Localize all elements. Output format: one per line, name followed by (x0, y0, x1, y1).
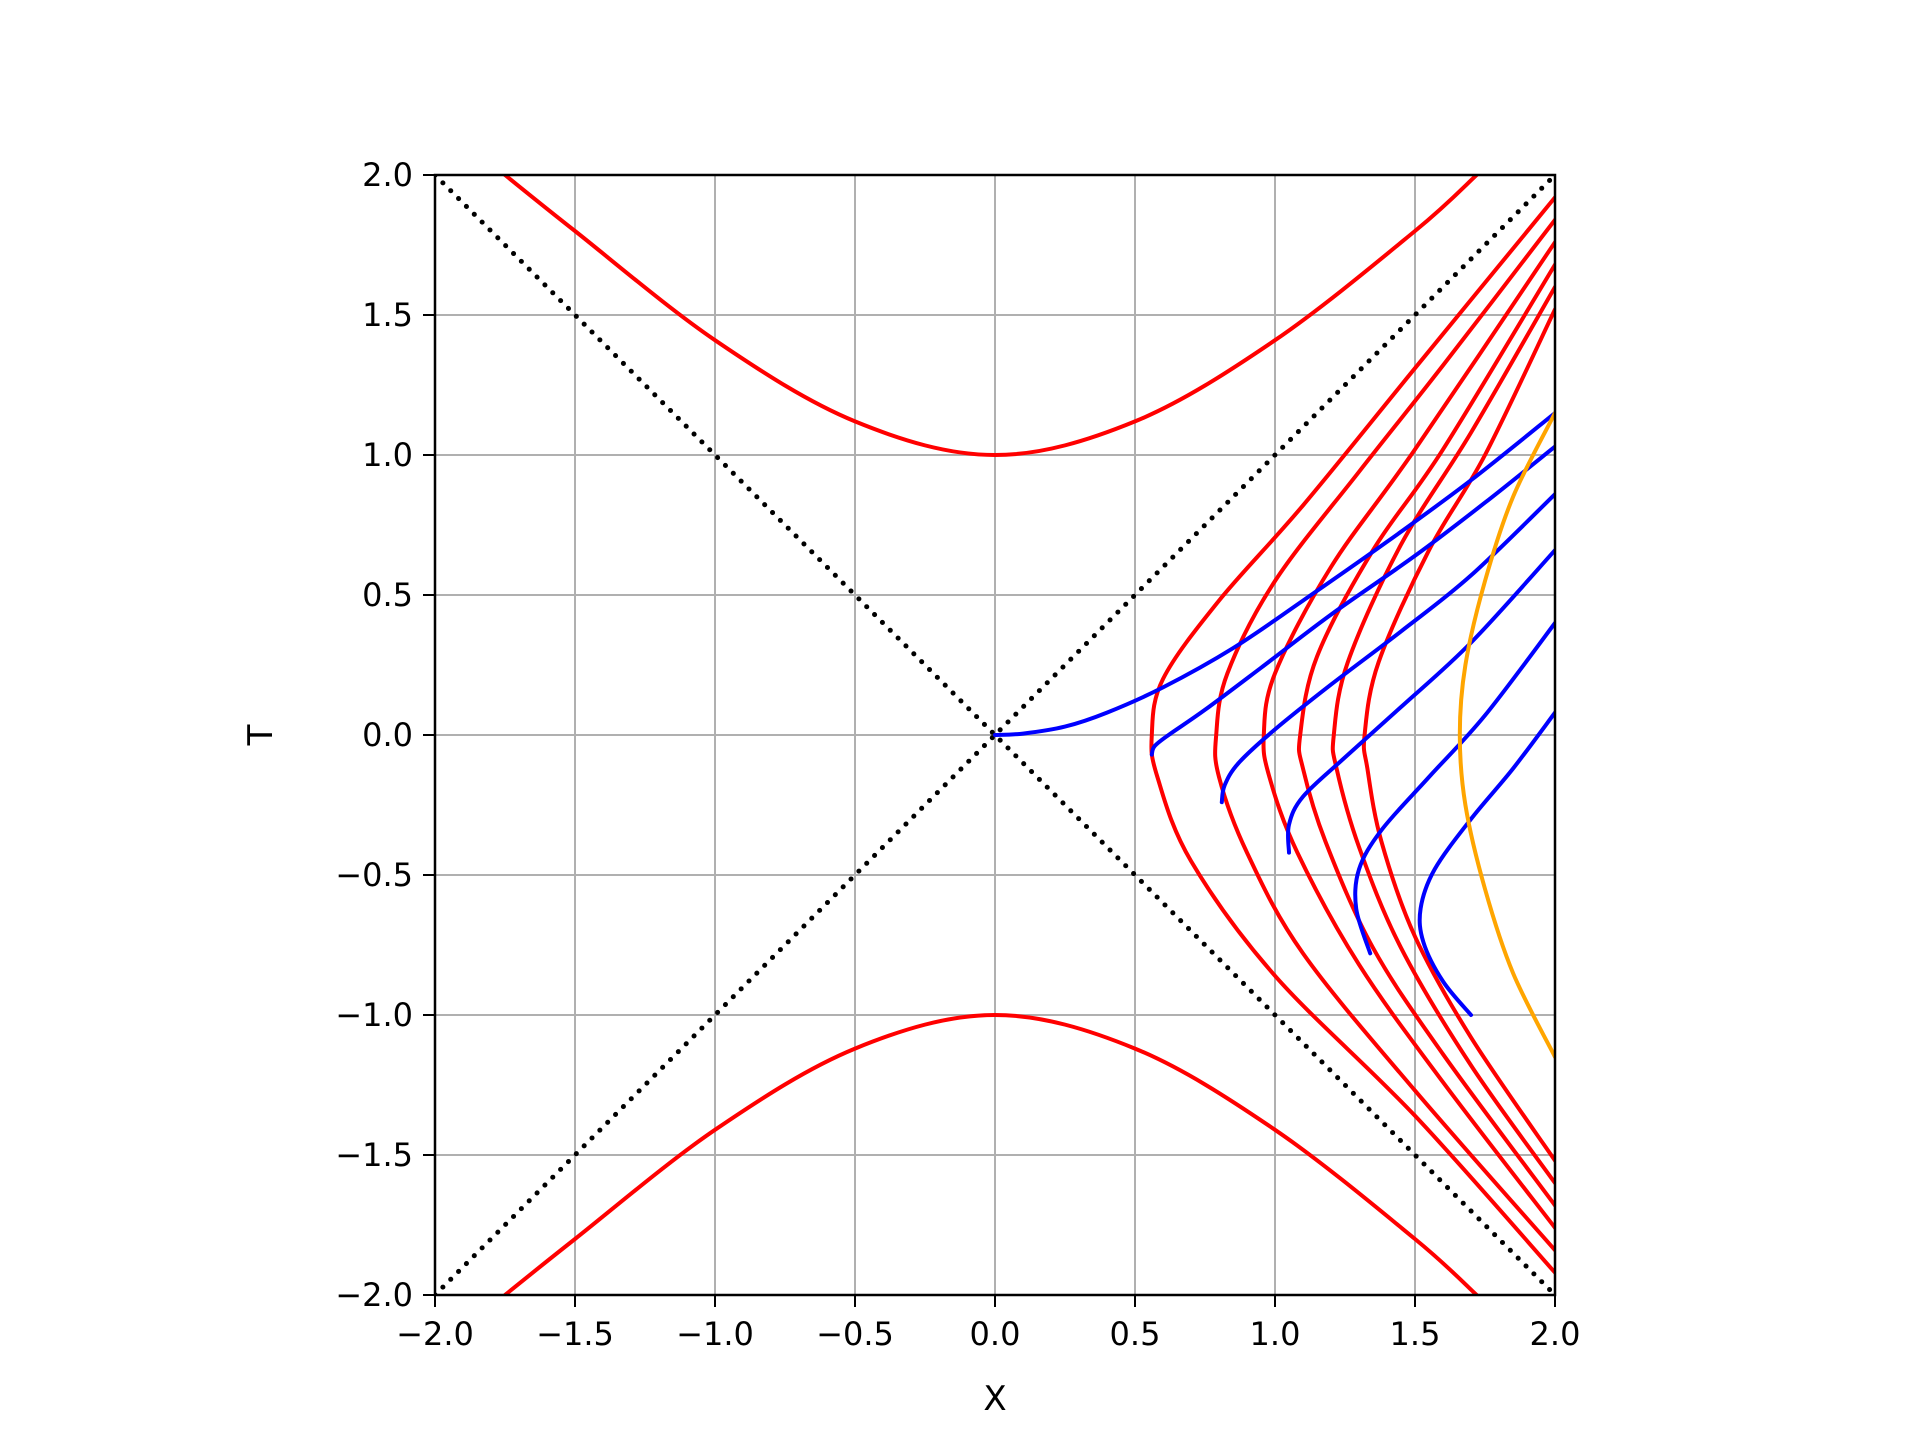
y-tick-label-8: 2.0 (362, 156, 413, 194)
series-hyperbola-time-2 (503, 175, 1479, 457)
series-worldline-12 (1219, 492, 1555, 805)
y-tick-label-6: 1.0 (362, 436, 413, 474)
series-worldline-10 (993, 411, 1555, 737)
y-tick-label-2: −1.0 (335, 996, 413, 1034)
series-light-cone-0 (435, 175, 1555, 1295)
x-tick-label-2: −1.0 (676, 1315, 754, 1353)
series-hyperbola-space-8 (1330, 285, 1555, 1185)
series-hyperbola-space-5 (1213, 217, 1555, 1253)
y-tick-label-3: −0.5 (335, 856, 413, 894)
series-hyperbola-orange-16 (1457, 411, 1555, 1059)
series-hyperbola-space-7 (1296, 262, 1555, 1208)
series-group (435, 175, 1555, 1295)
plot-series (435, 175, 1555, 1295)
x-tick-label-1: −1.5 (536, 1315, 614, 1353)
series-hyperbola-space-9 (1361, 307, 1555, 1163)
series-worldline-15 (1417, 710, 1555, 1017)
y-axis-label: T (241, 724, 281, 746)
ticks: −2.0 −1.5 −1.0 −0.5 0.0 0.5 1.0 1.5 2.0 −2.0 −1.5 −… (335, 156, 1580, 1353)
x-axis-label: X (983, 1379, 1006, 1419)
x-tick-label-7: 1.5 (1390, 1315, 1441, 1353)
series-hyperbola-time-3 (503, 1013, 1479, 1295)
y-tick-label-4: 0.0 (362, 716, 413, 754)
series-worldline-11 (1149, 444, 1555, 757)
y-tick-label-1: −1.5 (335, 1136, 413, 1174)
y-tick-label-0: −2.0 (335, 1276, 413, 1314)
x-tick-label-4: 0.0 (970, 1315, 1021, 1353)
series-worldline-14 (1353, 621, 1555, 956)
x-tick-label-5: 0.5 (1110, 1315, 1161, 1353)
x-tick-label-0: −2.0 (396, 1315, 474, 1353)
y-tick-label-5: 0.5 (362, 576, 413, 614)
x-tick-label-3: −0.5 (816, 1315, 894, 1353)
x-tick-label-8: 2.0 (1530, 1315, 1581, 1353)
series-worldline-13 (1285, 548, 1555, 855)
series-light-cone-1 (435, 175, 1555, 1295)
x-tick-label-6: 1.0 (1250, 1315, 1301, 1353)
series-hyperbola-space-6 (1261, 240, 1555, 1230)
y-tick-label-7: 1.5 (362, 296, 413, 334)
series-hyperbola-space-4 (1149, 195, 1555, 1275)
